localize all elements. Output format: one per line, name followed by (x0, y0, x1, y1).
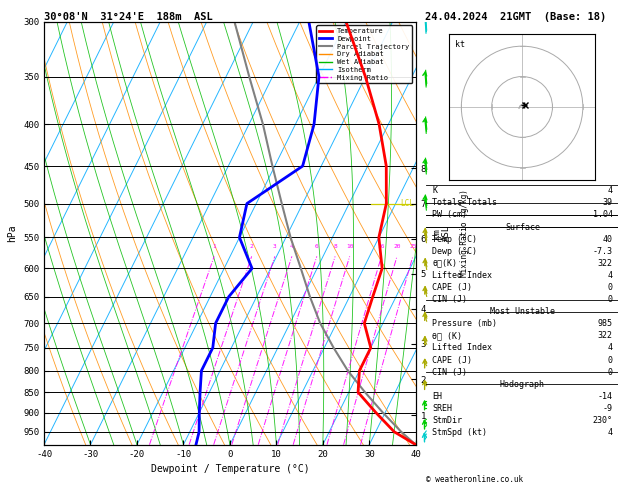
Text: 0: 0 (608, 295, 613, 304)
Text: Temp (°C): Temp (°C) (432, 235, 477, 243)
Text: 4: 4 (608, 344, 613, 352)
Text: StmSpd (kt): StmSpd (kt) (432, 428, 487, 437)
Text: 0: 0 (608, 367, 613, 377)
Text: CAPE (J): CAPE (J) (432, 356, 472, 364)
Text: Totals Totals: Totals Totals (432, 198, 497, 208)
Text: Lifted Index: Lifted Index (432, 344, 493, 352)
Text: 4: 4 (290, 244, 294, 249)
Text: θᴀ (K): θᴀ (K) (432, 331, 462, 340)
Text: 4: 4 (608, 428, 613, 437)
Text: 322: 322 (598, 331, 613, 340)
Text: 6: 6 (315, 244, 319, 249)
Text: Surface: Surface (505, 223, 540, 231)
Text: θᴀ(K): θᴀ(K) (432, 259, 457, 268)
Text: CAPE (J): CAPE (J) (432, 283, 472, 292)
Text: 10: 10 (346, 244, 353, 249)
Text: 230°: 230° (593, 416, 613, 425)
Text: 985: 985 (598, 319, 613, 328)
Y-axis label: km
ASL: km ASL (431, 225, 451, 242)
Text: 1: 1 (212, 244, 216, 249)
Text: 322: 322 (598, 259, 613, 268)
Text: StmDir: StmDir (432, 416, 462, 425)
Text: -9: -9 (603, 404, 613, 413)
Text: Lifted Index: Lifted Index (432, 271, 493, 280)
Text: EH: EH (432, 392, 442, 401)
Text: 20: 20 (393, 244, 401, 249)
Text: 40: 40 (603, 235, 613, 243)
Text: © weatheronline.co.uk: © weatheronline.co.uk (426, 474, 523, 484)
Text: K: K (432, 186, 437, 195)
Text: Dewp (°C): Dewp (°C) (432, 247, 477, 256)
X-axis label: Dewpoint / Temperature (°C): Dewpoint / Temperature (°C) (150, 464, 309, 474)
Text: PW (cm): PW (cm) (432, 210, 467, 219)
Legend: Temperature, Dewpoint, Parcel Trajectory, Dry Adiabat, Wet Adiabat, Isotherm, Mi: Temperature, Dewpoint, Parcel Trajectory… (316, 25, 412, 83)
Text: 3: 3 (273, 244, 277, 249)
Text: 0: 0 (608, 356, 613, 364)
Y-axis label: hPa: hPa (8, 225, 18, 242)
Text: kt: kt (455, 40, 465, 49)
Text: Mixing Ratio (g/kg): Mixing Ratio (g/kg) (460, 190, 469, 277)
Text: 0: 0 (608, 283, 613, 292)
Text: 16: 16 (377, 244, 385, 249)
Text: 30°08'N  31°24'E  188m  ASL: 30°08'N 31°24'E 188m ASL (44, 12, 213, 22)
Text: CIN (J): CIN (J) (432, 367, 467, 377)
Text: 4: 4 (608, 186, 613, 195)
Text: CIN (J): CIN (J) (432, 295, 467, 304)
Text: 1.04: 1.04 (593, 210, 613, 219)
Text: -14: -14 (598, 392, 613, 401)
Text: 25: 25 (409, 244, 416, 249)
Text: SREH: SREH (432, 404, 452, 413)
Text: 39: 39 (603, 198, 613, 208)
Text: 2: 2 (250, 244, 253, 249)
Text: 4: 4 (608, 271, 613, 280)
Text: 24.04.2024  21GMT  (Base: 18): 24.04.2024 21GMT (Base: 18) (425, 12, 606, 22)
Text: LCL: LCL (401, 199, 415, 208)
Text: -7.3: -7.3 (593, 247, 613, 256)
Text: Most Unstable: Most Unstable (490, 307, 555, 316)
Text: Hodograph: Hodograph (500, 380, 545, 389)
Text: Pressure (mb): Pressure (mb) (432, 319, 497, 328)
Text: 8: 8 (333, 244, 337, 249)
